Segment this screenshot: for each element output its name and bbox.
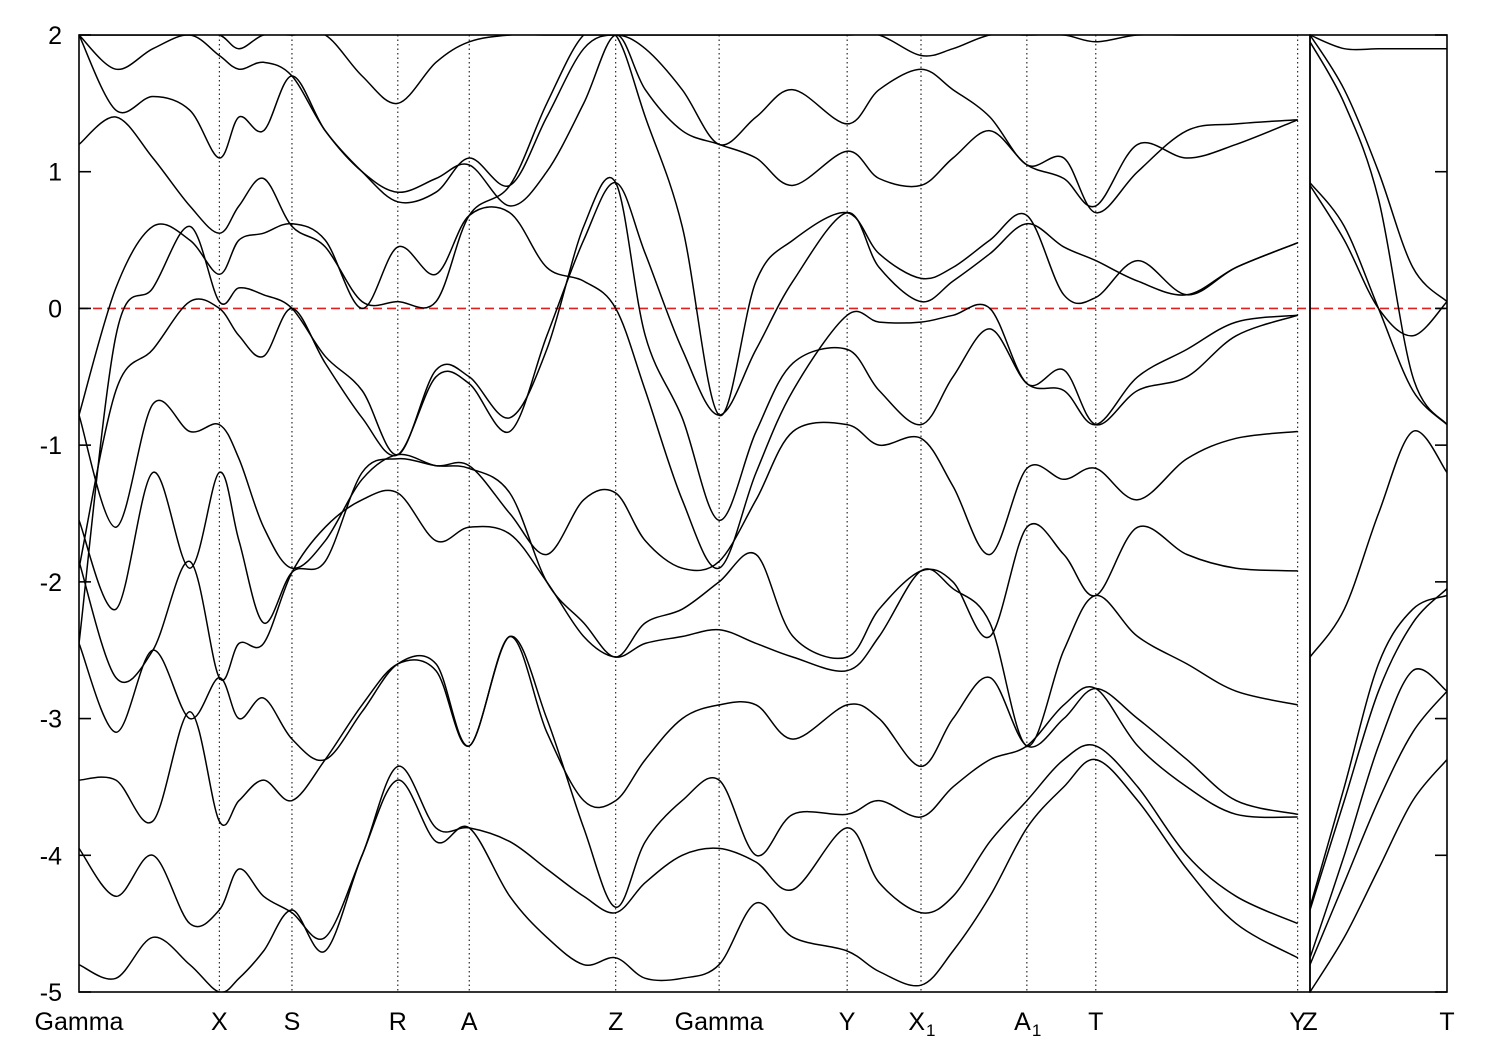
- band-line: [79, 181, 1298, 569]
- plot-frame: [1309, 34, 1448, 993]
- band-line: [79, 35, 1298, 416]
- kpoint-label: A: [1014, 1008, 1031, 1036]
- kpoint-label: Z: [608, 1008, 623, 1036]
- band-line: [1310, 594, 1447, 908]
- band-line: [79, 35, 1298, 105]
- kpoint-label: X: [908, 1008, 925, 1036]
- band-line: [1310, 41, 1447, 426]
- kpoint-label: R: [389, 1008, 407, 1036]
- band-panel: [1310, 35, 1447, 992]
- band-line: [1310, 759, 1447, 992]
- band-line: [79, 758, 1299, 992]
- band-line: [1310, 668, 1447, 959]
- band-panel: [79, 35, 1299, 992]
- y-tick-label: 2: [48, 22, 62, 50]
- y-tick-label: -3: [40, 706, 62, 734]
- band-line: [1310, 35, 1447, 303]
- kpoint-label: X: [211, 1008, 228, 1036]
- y-tick-label: 0: [48, 295, 62, 323]
- band-line: [1310, 35, 1447, 51]
- kpoint-label: Y: [839, 1008, 856, 1036]
- kpoint-label: Y: [1289, 1008, 1306, 1036]
- kpoint-label: A: [461, 1008, 478, 1036]
- band-line: [79, 744, 1299, 941]
- y-tick-label: 1: [48, 159, 62, 187]
- band-line: [1310, 430, 1447, 658]
- band-line: [79, 635, 1298, 816]
- band-line: [79, 35, 1298, 208]
- y-tick-label: -5: [40, 979, 62, 1007]
- y-tick-label: -1: [40, 432, 62, 460]
- x-axis-kpoint-labels: Gamma X S R A Z Gamma Y X 1 A 1 T YZ T: [35, 1008, 1455, 1040]
- band-line: [1310, 588, 1447, 911]
- band-line: [79, 635, 1298, 908]
- y-tick-label: -2: [40, 569, 62, 597]
- kpoint-label: Z: [1302, 1008, 1317, 1036]
- kpoint-label-subscript: 1: [1032, 1021, 1041, 1040]
- band-line: [79, 399, 1298, 572]
- kpoint-label: T: [1088, 1008, 1103, 1036]
- band-line: [79, 457, 1298, 659]
- kpoint-label: Gamma: [675, 1008, 764, 1036]
- band-line: [1310, 690, 1447, 965]
- band-line: [79, 206, 1298, 569]
- band-line: [1310, 185, 1447, 337]
- band-lines: [79, 35, 1447, 992]
- band-line: [79, 35, 1298, 214]
- kpoint-label: Gamma: [35, 1008, 124, 1036]
- band-line: [79, 489, 1298, 747]
- kpoint-label: T: [1439, 1008, 1454, 1036]
- kpoint-label-subscript: 1: [926, 1021, 935, 1040]
- y-tick-label: -4: [40, 842, 62, 870]
- kpoint-label: S: [284, 1008, 301, 1036]
- y-axis: -5 -4 -3 -2 -1 0 1 2: [40, 22, 1447, 1007]
- plot-frames: [78, 34, 1448, 993]
- kpoint-separators: [218, 35, 1299, 992]
